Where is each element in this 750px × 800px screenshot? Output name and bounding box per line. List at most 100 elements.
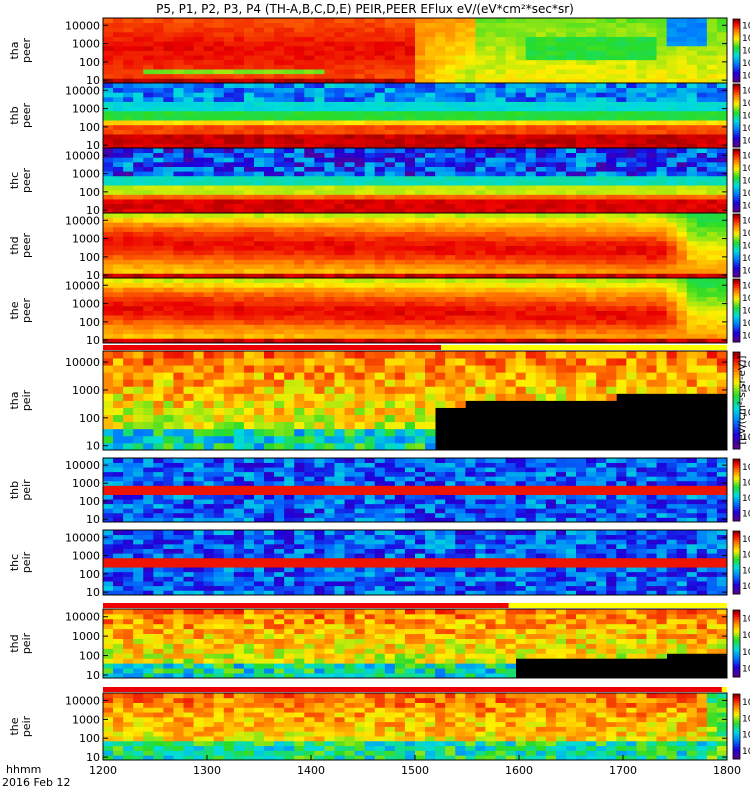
spectrogram-cell [696,287,708,293]
spectrogram-cell [455,180,466,186]
spectrogram-cell [203,301,215,307]
spectrogram-cell [576,324,587,330]
spectrogram-cell [203,407,215,416]
spectrogram-cell [284,372,295,380]
spectrogram-cell [133,250,144,256]
spectrogram-cell [223,282,235,288]
spectrogram-cell [103,296,114,302]
spectrogram-cell [123,157,134,163]
spectrogram-cell [606,161,617,167]
spectrogram-cell [505,240,517,246]
spectrogram-cell [193,41,205,47]
spectrogram-cell [596,50,607,56]
spectrogram-cell [586,231,597,237]
spectrogram-cell [475,199,486,205]
spectrogram-cell [505,64,517,70]
spectrogram-cell [243,278,255,284]
spectrogram-cell [354,92,366,98]
spectrogram-cell [193,245,205,251]
spectrogram-cell [495,101,506,107]
spectrogram-cell [686,199,698,205]
spectrogram-cell [616,259,627,265]
spectrogram-cell [123,83,134,89]
spectrogram-cell [435,106,446,112]
spectrogram-cell [394,143,406,149]
spectrogram-cell [354,226,366,232]
spectrogram-cell [606,305,617,311]
spectrogram-cell [294,324,305,330]
spectrogram-cell [696,264,708,270]
spectrogram-cell [233,310,245,316]
spectrogram-cell [716,310,728,316]
spectrogram-cell [586,22,597,28]
spectrogram-cell [153,329,164,335]
spectrogram-cell [716,73,728,79]
spectrogram-cell [223,185,235,191]
spectrogram-cell [384,92,396,98]
spectrogram-cell [555,338,567,344]
spectrogram-cell [465,185,476,191]
spectrogram-cell [716,226,728,232]
spectrogram-cell [666,96,678,102]
spectrogram-cell [384,250,396,256]
spectrogram-cell [193,291,205,297]
colorbar-cell [733,140,740,144]
spectrogram-cell [364,245,376,251]
spectrogram-cell [223,73,235,79]
spectrogram-cell [274,110,285,116]
spectrogram-cell [123,296,134,302]
spectrogram-cell [676,217,688,223]
spectrogram-cell [213,138,225,144]
spectrogram-cell [354,273,366,279]
spectrogram-cell [555,273,567,279]
spectrogram-cell [485,171,496,177]
spectrogram-cell [475,96,486,102]
spectrogram-cell [203,208,215,214]
spectrogram-cell [646,45,657,51]
spectrogram-cell [706,301,718,307]
spectrogram-cell [606,120,617,126]
spectrogram-cell [666,217,678,223]
spectrogram-cell [435,171,446,177]
spectrogram-cell [183,372,194,380]
spectrogram-cell [294,194,305,200]
spectrogram-cell [525,31,537,37]
spectrogram-cell [213,240,225,246]
spectrogram-cell [344,166,356,172]
colorbar-cell [733,337,740,341]
spectrogram-cell [666,278,678,284]
spectrogram-cell [616,222,627,228]
spectrogram-cell [193,217,205,223]
spectrogram-cell [706,31,718,37]
spectrogram-cell [475,73,486,79]
spectrogram-cell [586,41,597,47]
y-tick-label: 1000 [72,233,100,246]
panel-label-species: peer [20,168,33,194]
spectrogram-cell [133,222,144,228]
spectrogram-cell [334,45,345,51]
spectrogram-cell [606,240,617,246]
spectrogram-cell [103,305,114,311]
spectrogram-cell [706,124,718,130]
spectrogram-cell [555,194,567,200]
spectrogram-cell [103,189,114,195]
spectrogram-cell [415,101,426,107]
spectrogram-cell [203,250,215,256]
spectrogram-cell [465,69,476,75]
spectrogram-cell [465,264,476,270]
spectrogram-cell [334,36,345,42]
spectrogram-cell [706,87,718,93]
spectrogram-cell [233,199,245,205]
spectrogram-cell [475,92,486,98]
spectrogram-cell [435,217,446,223]
spectrogram-cell [696,83,708,89]
spectrogram-cell [163,171,174,177]
spectrogram-cell [314,185,325,191]
spectrogram-cell [485,319,496,325]
spectrogram-cell [123,175,134,181]
spectrogram-cell [646,250,657,256]
spectrogram-cell [344,414,356,423]
spectrogram-cell [555,222,567,228]
spectrogram-cell [636,245,647,251]
spectrogram-cell [364,129,376,135]
